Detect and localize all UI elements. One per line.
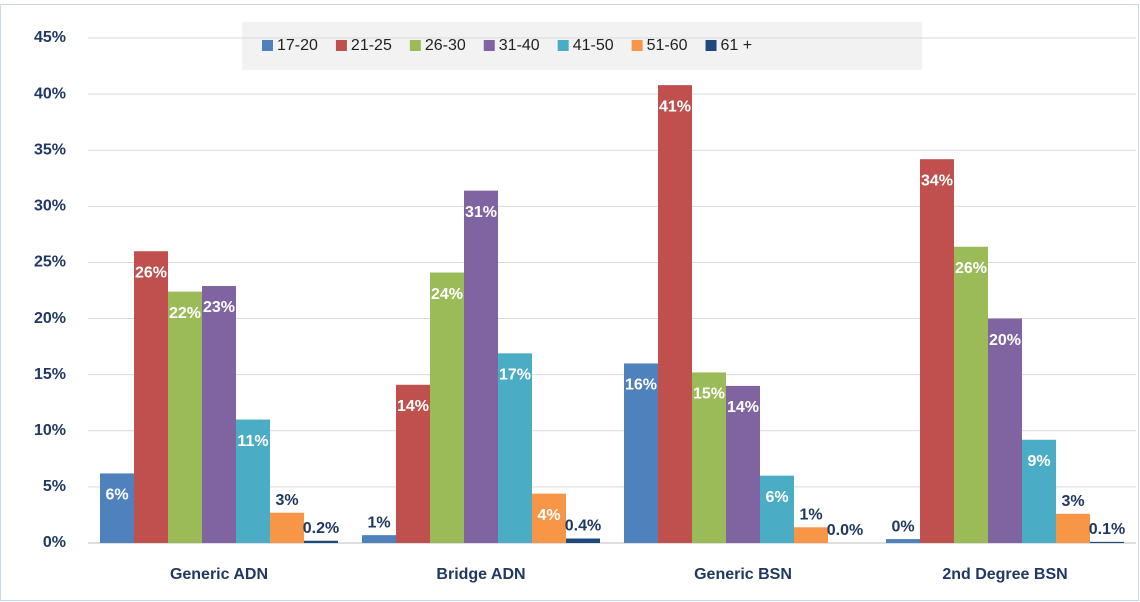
data-label: 26% [135, 264, 167, 281]
y-tick-label: 5% [43, 478, 66, 495]
x-tick-label: Bridge ADN [436, 566, 525, 583]
y-tick-label: 10% [34, 422, 66, 439]
bar [988, 318, 1022, 543]
bar [1090, 541, 1124, 543]
legend-swatch [631, 40, 643, 51]
data-label: 11% [237, 433, 268, 450]
legend-swatch [483, 40, 495, 51]
data-label: 17% [499, 367, 531, 384]
bar [760, 475, 794, 543]
legend-swatch [335, 40, 347, 51]
bar [954, 246, 988, 543]
legend-box [242, 22, 922, 70]
bar [304, 540, 338, 543]
data-label: 9% [1027, 453, 1050, 470]
y-tick-label: 25% [34, 254, 66, 271]
legend-swatch [705, 40, 717, 51]
y-tick-label: 40% [34, 85, 66, 102]
data-label: 20% [989, 332, 1021, 349]
bar [430, 272, 464, 543]
data-label: 6% [105, 487, 128, 504]
data-label: 15% [693, 386, 725, 403]
data-label: 1% [367, 514, 390, 531]
data-label: 0.4% [565, 518, 601, 535]
data-label: 3% [275, 492, 298, 509]
y-tick-label: 35% [34, 141, 66, 158]
legend-swatch [557, 40, 569, 51]
bar [1022, 439, 1056, 543]
legend-label: 61 + [721, 37, 753, 54]
bar [920, 159, 954, 543]
data-label: 41% [659, 98, 691, 115]
bar [498, 353, 532, 543]
data-label: 0% [891, 518, 914, 535]
bar [236, 419, 270, 543]
bar [1056, 513, 1090, 543]
data-label: 31% [465, 204, 497, 221]
y-tick-label: 0% [43, 534, 66, 551]
bar [532, 493, 566, 543]
bar [794, 527, 828, 543]
legend-swatch [262, 40, 273, 51]
x-tick-label: Generic BSN [694, 566, 792, 583]
bar [658, 85, 692, 543]
y-tick-label: 20% [34, 310, 66, 327]
y-tick-label: 30% [34, 198, 66, 215]
data-label: 14% [397, 398, 429, 415]
bar [202, 286, 236, 543]
data-label: 0.1% [1089, 521, 1125, 538]
bar [726, 385, 760, 543]
data-label: 3% [1061, 493, 1084, 510]
bar [362, 535, 396, 543]
x-tick-label: Generic ADN [170, 566, 268, 583]
bar [396, 384, 430, 543]
legend-label: 51-60 [647, 37, 688, 54]
x-tick-label: 2nd Degree BSN [942, 566, 1067, 583]
data-label: 0.0% [827, 522, 863, 539]
data-label: 6% [765, 489, 788, 506]
bar [886, 539, 920, 543]
legend-label: 31-40 [499, 37, 540, 54]
data-label: 1% [799, 507, 822, 524]
bar [566, 538, 600, 543]
y-tick-label: 15% [34, 366, 66, 383]
bar [464, 190, 498, 543]
bar [692, 372, 726, 543]
bar [134, 251, 168, 543]
legend-label: 41-50 [573, 37, 614, 54]
data-label: 34% [921, 172, 953, 189]
bar [100, 473, 134, 543]
data-label: 4% [537, 507, 560, 524]
data-label: 0.2% [303, 520, 339, 537]
data-label: 14% [727, 399, 759, 416]
bar [270, 512, 304, 543]
data-label: 26% [955, 260, 987, 277]
data-label: 23% [203, 299, 235, 316]
data-label: 16% [625, 377, 657, 394]
legend-label: 26-30 [425, 37, 466, 54]
y-tick-label: 45% [34, 29, 66, 46]
data-label: 24% [431, 286, 463, 303]
bar [168, 291, 202, 543]
data-label: 22% [169, 305, 201, 322]
legend-swatch [409, 40, 421, 51]
bar [624, 363, 658, 543]
legend-label: 17-20 [277, 37, 318, 54]
legend-label: 21-25 [351, 37, 392, 54]
